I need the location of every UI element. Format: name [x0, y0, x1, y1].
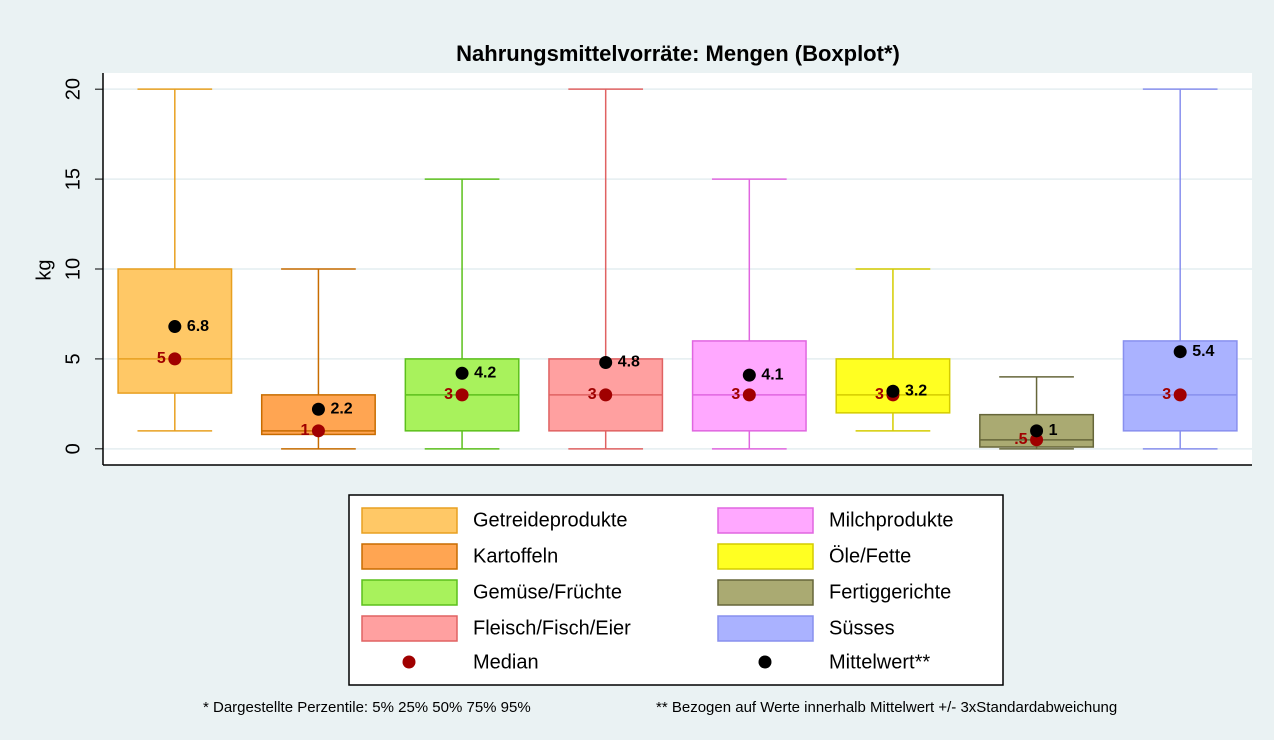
mean-label: 5.4 — [1192, 343, 1214, 360]
legend-marker — [758, 655, 772, 669]
box — [117, 268, 233, 394]
legend — [348, 494, 1004, 686]
mean-dot — [886, 384, 900, 398]
mean-label: 6.8 — [187, 318, 209, 335]
legend-swatch — [361, 579, 458, 606]
mean-dot — [1173, 345, 1187, 359]
legend-swatch — [361, 543, 458, 570]
mean-dot — [168, 320, 182, 334]
legend-label: Gemüse/Früchte — [473, 581, 622, 603]
mean-label: 4.8 — [618, 354, 640, 371]
box — [691, 340, 807, 432]
median-dot — [168, 352, 182, 366]
y-tick-label: 20 — [62, 78, 84, 100]
median-label: 5 — [157, 350, 166, 367]
median-dot — [455, 388, 469, 402]
legend-swatch — [717, 507, 814, 534]
legend-label: Mittelwert** — [829, 651, 930, 673]
legend-label: Öle/Fette — [829, 545, 911, 567]
median-label: 3 — [731, 386, 740, 403]
legend-swatch — [717, 543, 814, 570]
median-label: 3 — [875, 386, 884, 403]
legend-label: Fleisch/Fisch/Eier — [473, 617, 631, 639]
median-dot — [311, 424, 325, 438]
median-dot — [742, 388, 756, 402]
legend-swatch — [361, 507, 458, 534]
legend-label: Süsses — [829, 617, 895, 639]
legend-label: Fertiggerichte — [829, 581, 951, 603]
y-tick-label: 0 — [62, 443, 84, 454]
mean-dot — [742, 368, 756, 382]
y-tick-label: 5 — [62, 353, 84, 364]
chart-title: Nahrungsmittelvorräte: Mengen (Boxplot*) — [456, 41, 900, 66]
legend-swatch — [717, 615, 814, 642]
footnote: ** Bezogen auf Werte innerhalb Mittelwer… — [656, 699, 1117, 716]
mean-dot — [599, 356, 613, 370]
mean-dot — [455, 366, 469, 380]
legend-label: Kartoffeln — [473, 545, 558, 567]
median-label: 3 — [444, 386, 453, 403]
mean-label: 1 — [1049, 422, 1058, 439]
median-label: .5 — [1014, 431, 1027, 448]
median-label: 3 — [588, 386, 597, 403]
median-dot — [599, 388, 613, 402]
legend-swatch — [361, 615, 458, 642]
legend-label: Median — [473, 651, 539, 673]
legend-swatch — [717, 579, 814, 606]
median-dot — [1030, 433, 1044, 447]
mean-dot — [1030, 424, 1044, 438]
y-axis-label: kg — [33, 259, 55, 280]
median-dot — [1173, 388, 1187, 402]
mean-label: 3.2 — [905, 382, 927, 399]
legend-marker — [402, 655, 416, 669]
y-tick-label: 15 — [62, 168, 84, 190]
mean-label: 4.2 — [474, 365, 496, 382]
mean-label: 2.2 — [330, 400, 352, 417]
median-label: 1 — [301, 422, 310, 439]
footnote: * Dargestellte Perzentile: 5% 25% 50% 75… — [203, 699, 531, 716]
mean-dot — [311, 402, 325, 416]
legend-label: Getreideprodukte — [473, 509, 628, 531]
median-label: 3 — [1162, 386, 1171, 403]
legend-label: Milchprodukte — [829, 509, 954, 531]
mean-label: 4.1 — [761, 366, 783, 383]
y-tick-label: 10 — [62, 258, 84, 280]
